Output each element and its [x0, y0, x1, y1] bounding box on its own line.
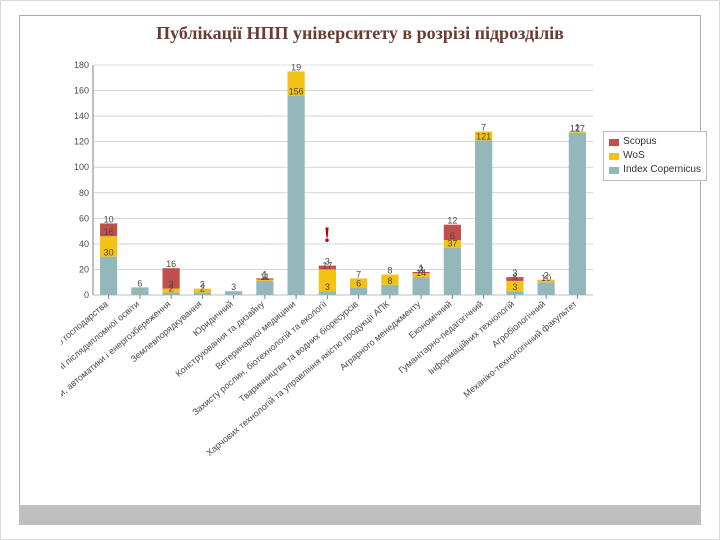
svg-text:12: 12 — [447, 216, 457, 226]
svg-text:6: 6 — [137, 278, 142, 288]
bar-segment — [569, 133, 586, 295]
svg-text:16: 16 — [166, 259, 176, 269]
x-axis-label: Механіко-технологічний факультет — [461, 299, 578, 400]
svg-text:0: 0 — [84, 290, 89, 300]
legend-label: Scopus — [623, 135, 656, 149]
legend-swatch-icon — [609, 167, 619, 174]
bar-segment — [538, 282, 555, 295]
svg-text:180: 180 — [74, 60, 89, 70]
svg-text:1: 1 — [262, 269, 267, 279]
svg-text:8: 8 — [387, 276, 392, 286]
legend-swatch-icon — [609, 139, 619, 146]
svg-text:7: 7 — [481, 122, 486, 132]
svg-text:1: 1 — [575, 122, 580, 132]
bar-segment — [256, 281, 273, 295]
bar-segment — [131, 287, 148, 295]
chart-container: 020406080100120140160180301610ННІ лісово… — [61, 59, 661, 479]
svg-text:3: 3 — [325, 282, 330, 292]
svg-text:3: 3 — [512, 268, 517, 278]
svg-text:3: 3 — [325, 257, 330, 267]
svg-text:6: 6 — [356, 278, 361, 288]
bar-segment — [413, 277, 430, 295]
bar-segment — [350, 287, 367, 295]
svg-text:40: 40 — [79, 239, 89, 249]
bar-segment — [381, 285, 398, 295]
legend-item: Scopus — [609, 135, 701, 149]
slide-title: Публікації НПП університету в розрізі пі… — [1, 23, 719, 44]
legend-label: Index Copernicus — [623, 163, 701, 177]
svg-text:120: 120 — [74, 137, 89, 147]
svg-text:3: 3 — [200, 280, 205, 290]
svg-text:140: 140 — [74, 111, 89, 121]
legend-item: WoS — [609, 149, 701, 163]
svg-text:10: 10 — [104, 214, 114, 224]
svg-text:100: 100 — [74, 162, 89, 172]
svg-text:3: 3 — [231, 282, 236, 292]
svg-text:3: 3 — [512, 282, 517, 292]
legend-swatch-icon — [609, 153, 619, 160]
bar-segment — [100, 257, 117, 295]
svg-text:7: 7 — [356, 269, 361, 279]
exclamation-mark-icon: ! — [323, 222, 330, 248]
bar-segment — [288, 96, 305, 295]
svg-text:156: 156 — [289, 87, 304, 97]
legend-label: WoS — [623, 149, 645, 163]
bar-segment — [444, 248, 461, 295]
bar-segment — [475, 140, 492, 295]
svg-text:16: 16 — [104, 227, 114, 237]
svg-text:30: 30 — [104, 248, 114, 258]
svg-text:2: 2 — [544, 271, 549, 281]
svg-text:6: 6 — [450, 231, 455, 241]
svg-text:80: 80 — [79, 188, 89, 198]
publications-chart: 020406080100120140160180301610ННІ лісово… — [61, 59, 603, 465]
svg-text:160: 160 — [74, 86, 89, 96]
svg-text:60: 60 — [79, 213, 89, 223]
svg-text:8: 8 — [387, 266, 392, 276]
x-axis-label: Агробіологічний — [490, 299, 547, 349]
svg-text:20: 20 — [79, 264, 89, 274]
legend-item: Index Copernicus — [609, 163, 701, 177]
svg-text:1: 1 — [419, 263, 424, 273]
svg-text:121: 121 — [476, 131, 491, 141]
svg-text:3: 3 — [169, 280, 174, 290]
chart-legend: ScopusWoSIndex Copernicus — [603, 131, 707, 181]
footer-bar — [19, 505, 701, 525]
slide: Публікації НПП університету в розрізі пі… — [0, 0, 720, 540]
svg-text:19: 19 — [291, 62, 301, 72]
